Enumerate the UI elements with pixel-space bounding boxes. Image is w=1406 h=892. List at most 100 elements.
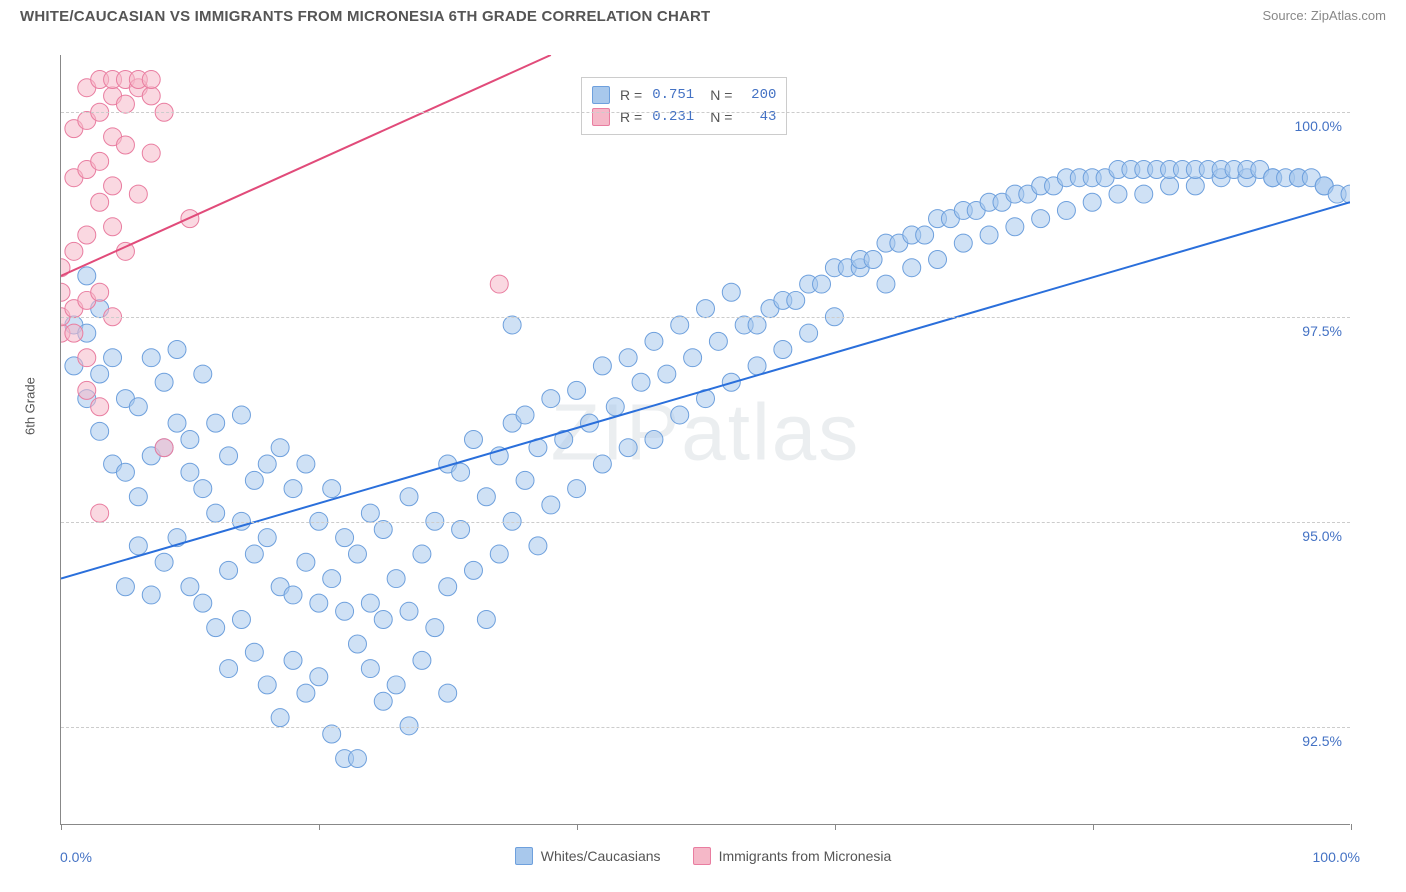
- data-point: [464, 561, 482, 579]
- data-point: [1032, 210, 1050, 228]
- data-point: [929, 251, 947, 269]
- data-point: [400, 602, 418, 620]
- data-point: [78, 226, 96, 244]
- data-point: [61, 283, 70, 301]
- data-point: [1135, 185, 1153, 203]
- source-attribution: Source: ZipAtlas.com: [1262, 8, 1386, 23]
- data-point: [709, 332, 727, 350]
- data-point: [593, 455, 611, 473]
- legend-label: Immigrants from Micronesia: [719, 848, 892, 864]
- data-point: [284, 480, 302, 498]
- data-point: [645, 332, 663, 350]
- data-point: [336, 529, 354, 547]
- data-point: [91, 193, 109, 211]
- data-point: [877, 275, 895, 293]
- data-point: [426, 619, 444, 637]
- data-point: [348, 545, 366, 563]
- legend-swatch: [592, 108, 610, 126]
- data-point: [361, 504, 379, 522]
- data-point: [1109, 185, 1127, 203]
- data-point: [142, 349, 160, 367]
- data-point: [361, 594, 379, 612]
- data-point: [129, 488, 147, 506]
- y-axis-label: 6th Grade: [23, 377, 38, 435]
- data-point: [220, 447, 238, 465]
- data-point: [142, 144, 160, 162]
- data-point: [142, 71, 160, 89]
- chart-svg: [61, 55, 1350, 824]
- data-point: [1083, 193, 1101, 211]
- data-point: [980, 226, 998, 244]
- data-point: [516, 406, 534, 424]
- data-point: [207, 414, 225, 432]
- n-label: N =: [710, 106, 732, 128]
- data-point: [194, 480, 212, 498]
- data-point: [748, 316, 766, 334]
- legend-row: R =0.231N = 43: [592, 106, 776, 128]
- data-point: [104, 177, 122, 195]
- data-point: [65, 324, 83, 342]
- data-point: [142, 87, 160, 105]
- gridline: [61, 522, 1350, 523]
- x-tick: [577, 824, 578, 830]
- chart-title: WHITE/CAUCASIAN VS IMMIGRANTS FROM MICRO…: [20, 8, 710, 25]
- legend-swatch: [592, 86, 610, 104]
- data-point: [452, 521, 470, 539]
- n-value: 43: [742, 106, 776, 128]
- data-point: [323, 570, 341, 588]
- data-point: [284, 651, 302, 669]
- data-point: [336, 602, 354, 620]
- gridline: [61, 112, 1350, 113]
- data-point: [374, 692, 392, 710]
- data-point: [245, 471, 263, 489]
- data-point: [284, 586, 302, 604]
- data-point: [142, 586, 160, 604]
- legend-swatch: [693, 847, 711, 865]
- y-tick-label: 97.5%: [1302, 323, 1342, 339]
- data-point: [400, 488, 418, 506]
- data-point: [477, 610, 495, 628]
- data-point: [954, 234, 972, 252]
- data-point: [297, 684, 315, 702]
- data-point: [568, 381, 586, 399]
- data-point: [864, 251, 882, 269]
- data-point: [271, 709, 289, 727]
- source-prefix: Source:: [1262, 8, 1310, 23]
- correlation-legend: R =0.751N =200R =0.231N = 43: [581, 77, 787, 135]
- data-point: [104, 218, 122, 236]
- data-point: [632, 373, 650, 391]
- data-point: [1161, 177, 1179, 195]
- chart-container: 6th Grade ZIPatlas R =0.751N =200R =0.23…: [20, 35, 1386, 865]
- gridline: [61, 727, 1350, 728]
- data-point: [619, 439, 637, 457]
- data-point: [310, 668, 328, 686]
- data-point: [116, 136, 134, 154]
- data-point: [129, 185, 147, 203]
- data-point: [1186, 177, 1204, 195]
- data-point: [271, 439, 289, 457]
- data-point: [258, 529, 276, 547]
- data-point: [155, 439, 173, 457]
- data-point: [91, 283, 109, 301]
- data-point: [155, 553, 173, 571]
- legend-row: R =0.751N =200: [592, 84, 776, 106]
- data-point: [323, 480, 341, 498]
- data-point: [245, 643, 263, 661]
- data-point: [374, 521, 392, 539]
- data-point: [78, 349, 96, 367]
- source-link[interactable]: ZipAtlas.com: [1311, 8, 1386, 23]
- data-point: [232, 406, 250, 424]
- data-point: [207, 619, 225, 637]
- data-point: [452, 463, 470, 481]
- data-point: [220, 660, 238, 678]
- data-point: [348, 635, 366, 653]
- data-point: [297, 455, 315, 473]
- data-point: [91, 152, 109, 170]
- data-point: [361, 660, 379, 678]
- data-point: [748, 357, 766, 375]
- x-tick: [61, 824, 62, 830]
- data-point: [374, 610, 392, 628]
- data-point: [619, 349, 637, 367]
- series-legend: Whites/CaucasiansImmigrants from Microne…: [20, 847, 1386, 865]
- data-point: [722, 283, 740, 301]
